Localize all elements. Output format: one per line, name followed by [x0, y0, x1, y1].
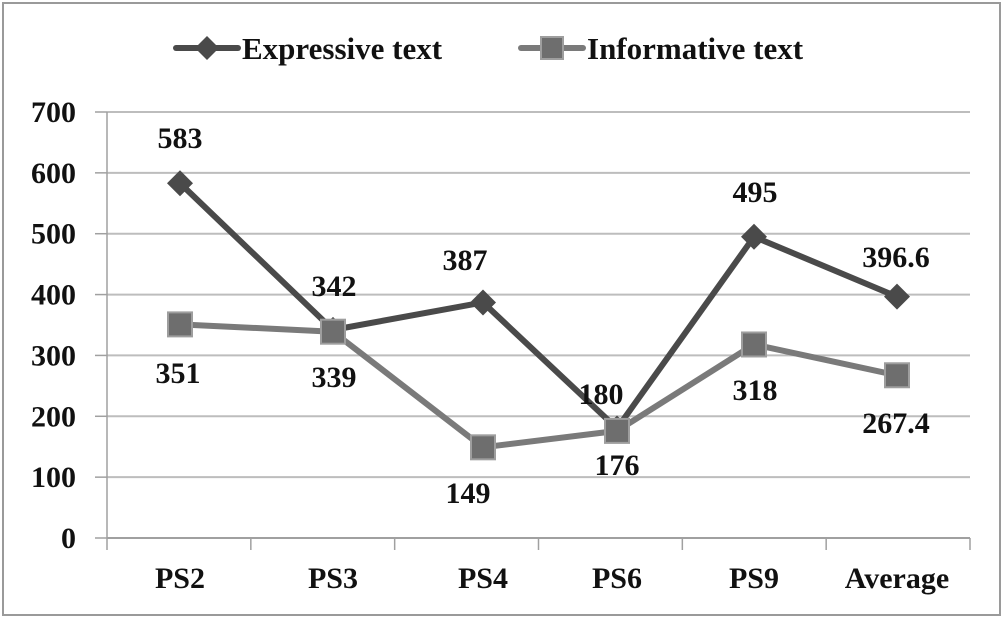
x-tick-label: Average [845, 562, 949, 595]
legend-item-informative[interactable]: Informative text [518, 31, 804, 66]
y-axis-tick-labels: 0 100 200 300 400 500 600 700 [31, 96, 76, 555]
data-label-informative: 318 [733, 374, 778, 407]
y-tick-label: 300 [31, 339, 76, 372]
x-tick-label: PS4 [458, 562, 508, 595]
legend-label-expressive: Expressive text [242, 31, 443, 66]
x-axis-tick-labels: PS2 PS3 PS4 PS6 PS9 Average [155, 562, 949, 595]
square-marker-icon [884, 362, 910, 389]
x-tick-label: PS2 [155, 562, 205, 595]
x-tick-label: PS9 [729, 562, 779, 595]
data-label-expressive: 495 [733, 176, 778, 209]
square-marker-icon [320, 318, 346, 345]
data-label-informative: 351 [156, 357, 201, 390]
data-labels: 583 342 387 180 495 396.6 351 339 149 176 318 267.4 [156, 122, 930, 510]
diamond-marker-icon [470, 289, 496, 316]
square-marker-icon [470, 434, 496, 461]
data-label-expressive: 583 [158, 122, 203, 155]
y-tick-label: 700 [31, 96, 76, 129]
square-marker-icon [167, 311, 193, 338]
y-tick-label: 600 [31, 157, 76, 190]
gridlines [107, 111, 970, 479]
square-marker-icon [540, 36, 564, 60]
data-label-expressive: 342 [312, 270, 357, 303]
legend-item-expressive[interactable]: Expressive text [173, 31, 443, 66]
diamond-marker-icon [741, 223, 767, 250]
data-label-informative: 267.4 [862, 407, 930, 440]
legend: Expressive text Informative text [173, 31, 804, 66]
diamond-marker-icon [167, 170, 193, 197]
series-line-informative [179, 321, 898, 451]
y-tick-label: 0 [61, 522, 76, 555]
square-marker-icon [741, 331, 767, 358]
data-label-expressive: 180 [579, 378, 624, 411]
y-tick-label: 500 [31, 218, 76, 251]
y-tick-label: 100 [31, 461, 76, 494]
square-marker-icon [604, 417, 630, 444]
y-tick-label: 200 [31, 400, 76, 433]
legend-label-informative: Informative text [587, 31, 804, 66]
x-tick-label: PS6 [592, 562, 642, 595]
x-tick-label: PS3 [308, 562, 358, 595]
data-label-informative: 149 [446, 477, 491, 510]
axes [95, 111, 971, 550]
series-lines [167, 170, 910, 461]
diamond-marker-icon [195, 36, 219, 60]
data-label-expressive: 396.6 [862, 241, 930, 274]
diamond-marker-icon [884, 283, 910, 310]
series-line-expressive [177, 181, 899, 432]
y-tick-label: 400 [31, 279, 76, 312]
data-label-informative: 176 [595, 449, 640, 482]
data-label-informative: 339 [312, 361, 357, 394]
data-label-expressive: 387 [443, 244, 488, 277]
